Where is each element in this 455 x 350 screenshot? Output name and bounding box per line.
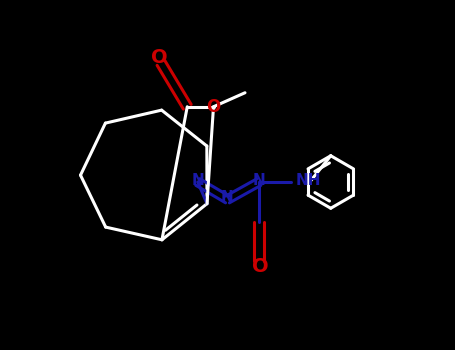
- Text: N: N: [192, 173, 204, 188]
- Text: N: N: [221, 190, 234, 205]
- Text: O: O: [207, 98, 221, 116]
- Text: NH: NH: [296, 173, 321, 188]
- Text: O: O: [253, 257, 269, 275]
- Text: N: N: [253, 173, 265, 188]
- Text: O: O: [151, 48, 167, 67]
